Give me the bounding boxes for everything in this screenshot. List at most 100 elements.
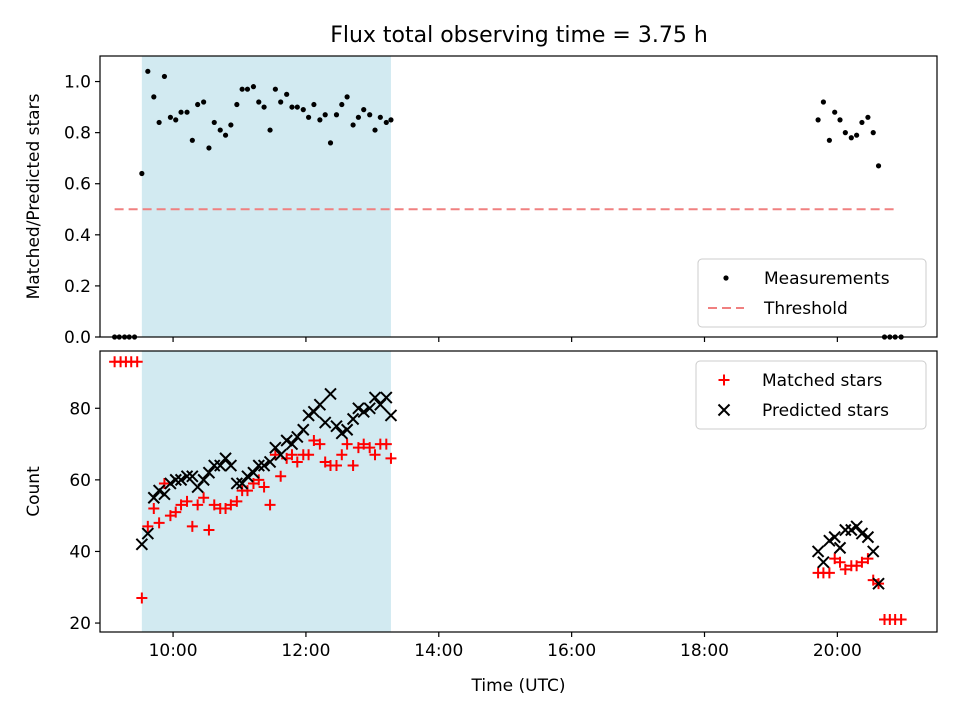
data-point <box>339 101 345 108</box>
data-point <box>854 132 860 138</box>
data-point <box>361 107 367 113</box>
x-tick-label: 16:00 <box>547 641 596 661</box>
data-point <box>352 402 365 415</box>
data-point <box>195 101 201 108</box>
data-point <box>206 145 212 151</box>
data-point <box>175 499 187 511</box>
observing-window-span <box>141 56 391 337</box>
data-point <box>189 137 195 143</box>
data-point <box>269 449 281 461</box>
data-point <box>867 545 880 558</box>
data-point <box>217 127 223 133</box>
data-point <box>180 470 194 483</box>
data-point <box>870 130 876 136</box>
observing-window-span <box>141 351 391 632</box>
data-point <box>294 104 300 110</box>
data-point <box>280 434 293 447</box>
data-point <box>833 541 847 555</box>
data-point <box>861 530 875 544</box>
legend-marker <box>723 275 729 281</box>
data-point <box>214 459 227 472</box>
data-point <box>158 487 171 501</box>
data-point <box>848 135 854 141</box>
data-point <box>895 613 907 625</box>
data-point <box>131 356 143 368</box>
data-point <box>253 474 265 486</box>
data-point <box>363 402 376 415</box>
data-point <box>274 448 287 462</box>
data-point <box>344 94 350 100</box>
data-point <box>832 109 838 115</box>
data-point <box>184 109 190 115</box>
data-point <box>203 524 215 536</box>
data-point <box>269 441 282 454</box>
data-point <box>186 470 199 483</box>
data-point <box>267 127 273 133</box>
data-point <box>284 91 290 97</box>
data-point <box>311 101 317 108</box>
data-point <box>141 527 155 540</box>
axes-frame <box>99 55 938 338</box>
data-point <box>855 527 869 540</box>
data-point <box>167 114 174 120</box>
data-point <box>225 499 237 511</box>
data-point <box>170 506 182 518</box>
data-point <box>285 437 299 451</box>
data-point <box>380 438 392 450</box>
data-point <box>826 137 832 143</box>
data-point <box>845 523 858 537</box>
data-point <box>178 109 184 115</box>
data-point <box>252 459 265 472</box>
y-tick-label: 60 <box>69 471 91 491</box>
legend-label: Predicted stars <box>762 401 889 421</box>
data-point <box>258 481 270 493</box>
data-point <box>235 477 249 490</box>
data-point <box>811 545 825 558</box>
data-point <box>333 112 340 118</box>
data-point <box>842 130 848 136</box>
data-point <box>264 499 276 511</box>
x-tick-label: 20:00 <box>813 641 862 661</box>
data-point <box>330 460 342 472</box>
data-point <box>139 170 145 177</box>
data-point <box>247 466 260 479</box>
legend-label: Threshold <box>763 299 848 319</box>
y-tick-label: 0.0 <box>64 328 91 348</box>
legend-label: Matched stars <box>762 371 882 391</box>
data-point <box>161 73 168 80</box>
data-point <box>156 119 162 126</box>
data-point <box>148 503 160 515</box>
data-point <box>289 104 295 110</box>
data-point <box>327 140 334 146</box>
y-tick-label: 40 <box>69 542 91 562</box>
data-point <box>174 473 188 487</box>
data-point <box>257 459 271 472</box>
x-tick-label: 12:00 <box>281 641 330 661</box>
data-point <box>388 117 394 123</box>
data-point <box>340 423 354 436</box>
data-point <box>208 499 220 511</box>
data-point <box>241 470 254 483</box>
legend-label: Measurements <box>764 269 890 289</box>
legend-marker <box>718 374 730 386</box>
legend-box <box>697 258 927 328</box>
data-point <box>147 491 161 504</box>
data-point <box>202 466 216 479</box>
data-point <box>341 438 353 450</box>
data-point <box>241 485 253 497</box>
data-point <box>297 423 310 436</box>
y-axis-label: Count <box>24 466 44 517</box>
data-point <box>317 117 323 123</box>
data-point <box>322 112 328 118</box>
data-point <box>224 459 238 472</box>
y-tick-label: 0.6 <box>64 175 91 195</box>
data-point <box>173 117 179 123</box>
data-point <box>368 391 382 404</box>
legend-marker <box>717 403 731 417</box>
data-point <box>364 442 376 454</box>
top-panel: 0.0 0.2 0.4 0.6 0.8 1.0 Matched/Predicted star… <box>24 55 938 348</box>
data-point <box>228 122 234 128</box>
x-tick-label: 10:00 <box>149 641 198 661</box>
data-point <box>862 553 874 565</box>
